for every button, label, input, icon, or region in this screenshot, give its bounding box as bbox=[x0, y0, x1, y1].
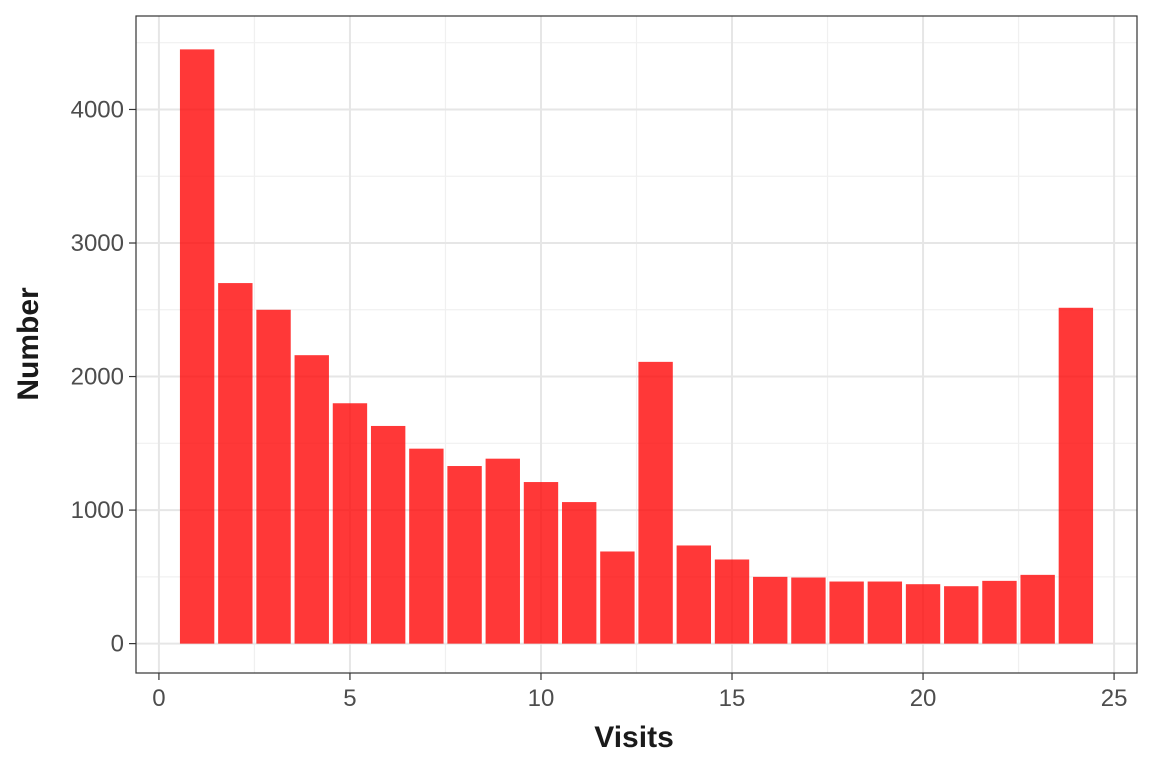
bar-visits-8 bbox=[447, 466, 482, 644]
bar-visits-5 bbox=[332, 403, 368, 644]
y-axis-title: Number bbox=[12, 287, 45, 401]
bar-visits-3 bbox=[256, 309, 291, 644]
x-tick-label: 25 bbox=[1101, 685, 1128, 712]
bar-visits-20 bbox=[905, 584, 941, 644]
x-axis: 0 5 10 15 20 25 bbox=[152, 673, 1127, 712]
bar-visits-19 bbox=[867, 581, 903, 644]
bar-visits-17 bbox=[791, 577, 826, 644]
bar-visits-2 bbox=[218, 283, 253, 644]
bar-visits-13 bbox=[638, 361, 673, 644]
bar-visits-12 bbox=[600, 551, 635, 644]
x-tick-label: 5 bbox=[343, 685, 356, 712]
bar-visits-6 bbox=[370, 425, 406, 644]
y-tick-label: 3000 bbox=[71, 230, 124, 257]
bar-visits-15 bbox=[714, 559, 750, 644]
x-axis-title: Visits bbox=[594, 721, 674, 754]
y-tick-label: 0 bbox=[111, 631, 124, 658]
bar-visits-24 bbox=[1058, 307, 1094, 644]
panel-border bbox=[135, 15, 1138, 674]
y-axis: 0 1000 2000 3000 4000 bbox=[71, 96, 136, 658]
bar-visits-22 bbox=[982, 580, 1017, 644]
bar-visits-1 bbox=[179, 49, 215, 644]
y-tick-label: 4000 bbox=[71, 96, 124, 123]
y-tick-label: 1000 bbox=[71, 497, 124, 524]
bar-visits-23 bbox=[1020, 574, 1055, 644]
x-tick-label: 0 bbox=[152, 685, 165, 712]
x-tick-label: 10 bbox=[528, 685, 555, 712]
bar-visits-10 bbox=[523, 482, 559, 644]
bar-visits-14 bbox=[676, 545, 712, 644]
bars bbox=[179, 49, 1094, 644]
y-tick-label: 2000 bbox=[71, 364, 124, 391]
x-tick-label: 15 bbox=[719, 685, 746, 712]
bar-visits-21 bbox=[944, 586, 979, 644]
bar-visits-18 bbox=[829, 581, 864, 644]
bar-visits-9 bbox=[485, 458, 520, 644]
bar-visits-16 bbox=[753, 576, 788, 644]
bar-visits-4 bbox=[294, 355, 329, 644]
x-tick-label: 20 bbox=[910, 685, 937, 712]
bar-visits-7 bbox=[409, 448, 444, 644]
bar-visits-11 bbox=[561, 502, 597, 644]
